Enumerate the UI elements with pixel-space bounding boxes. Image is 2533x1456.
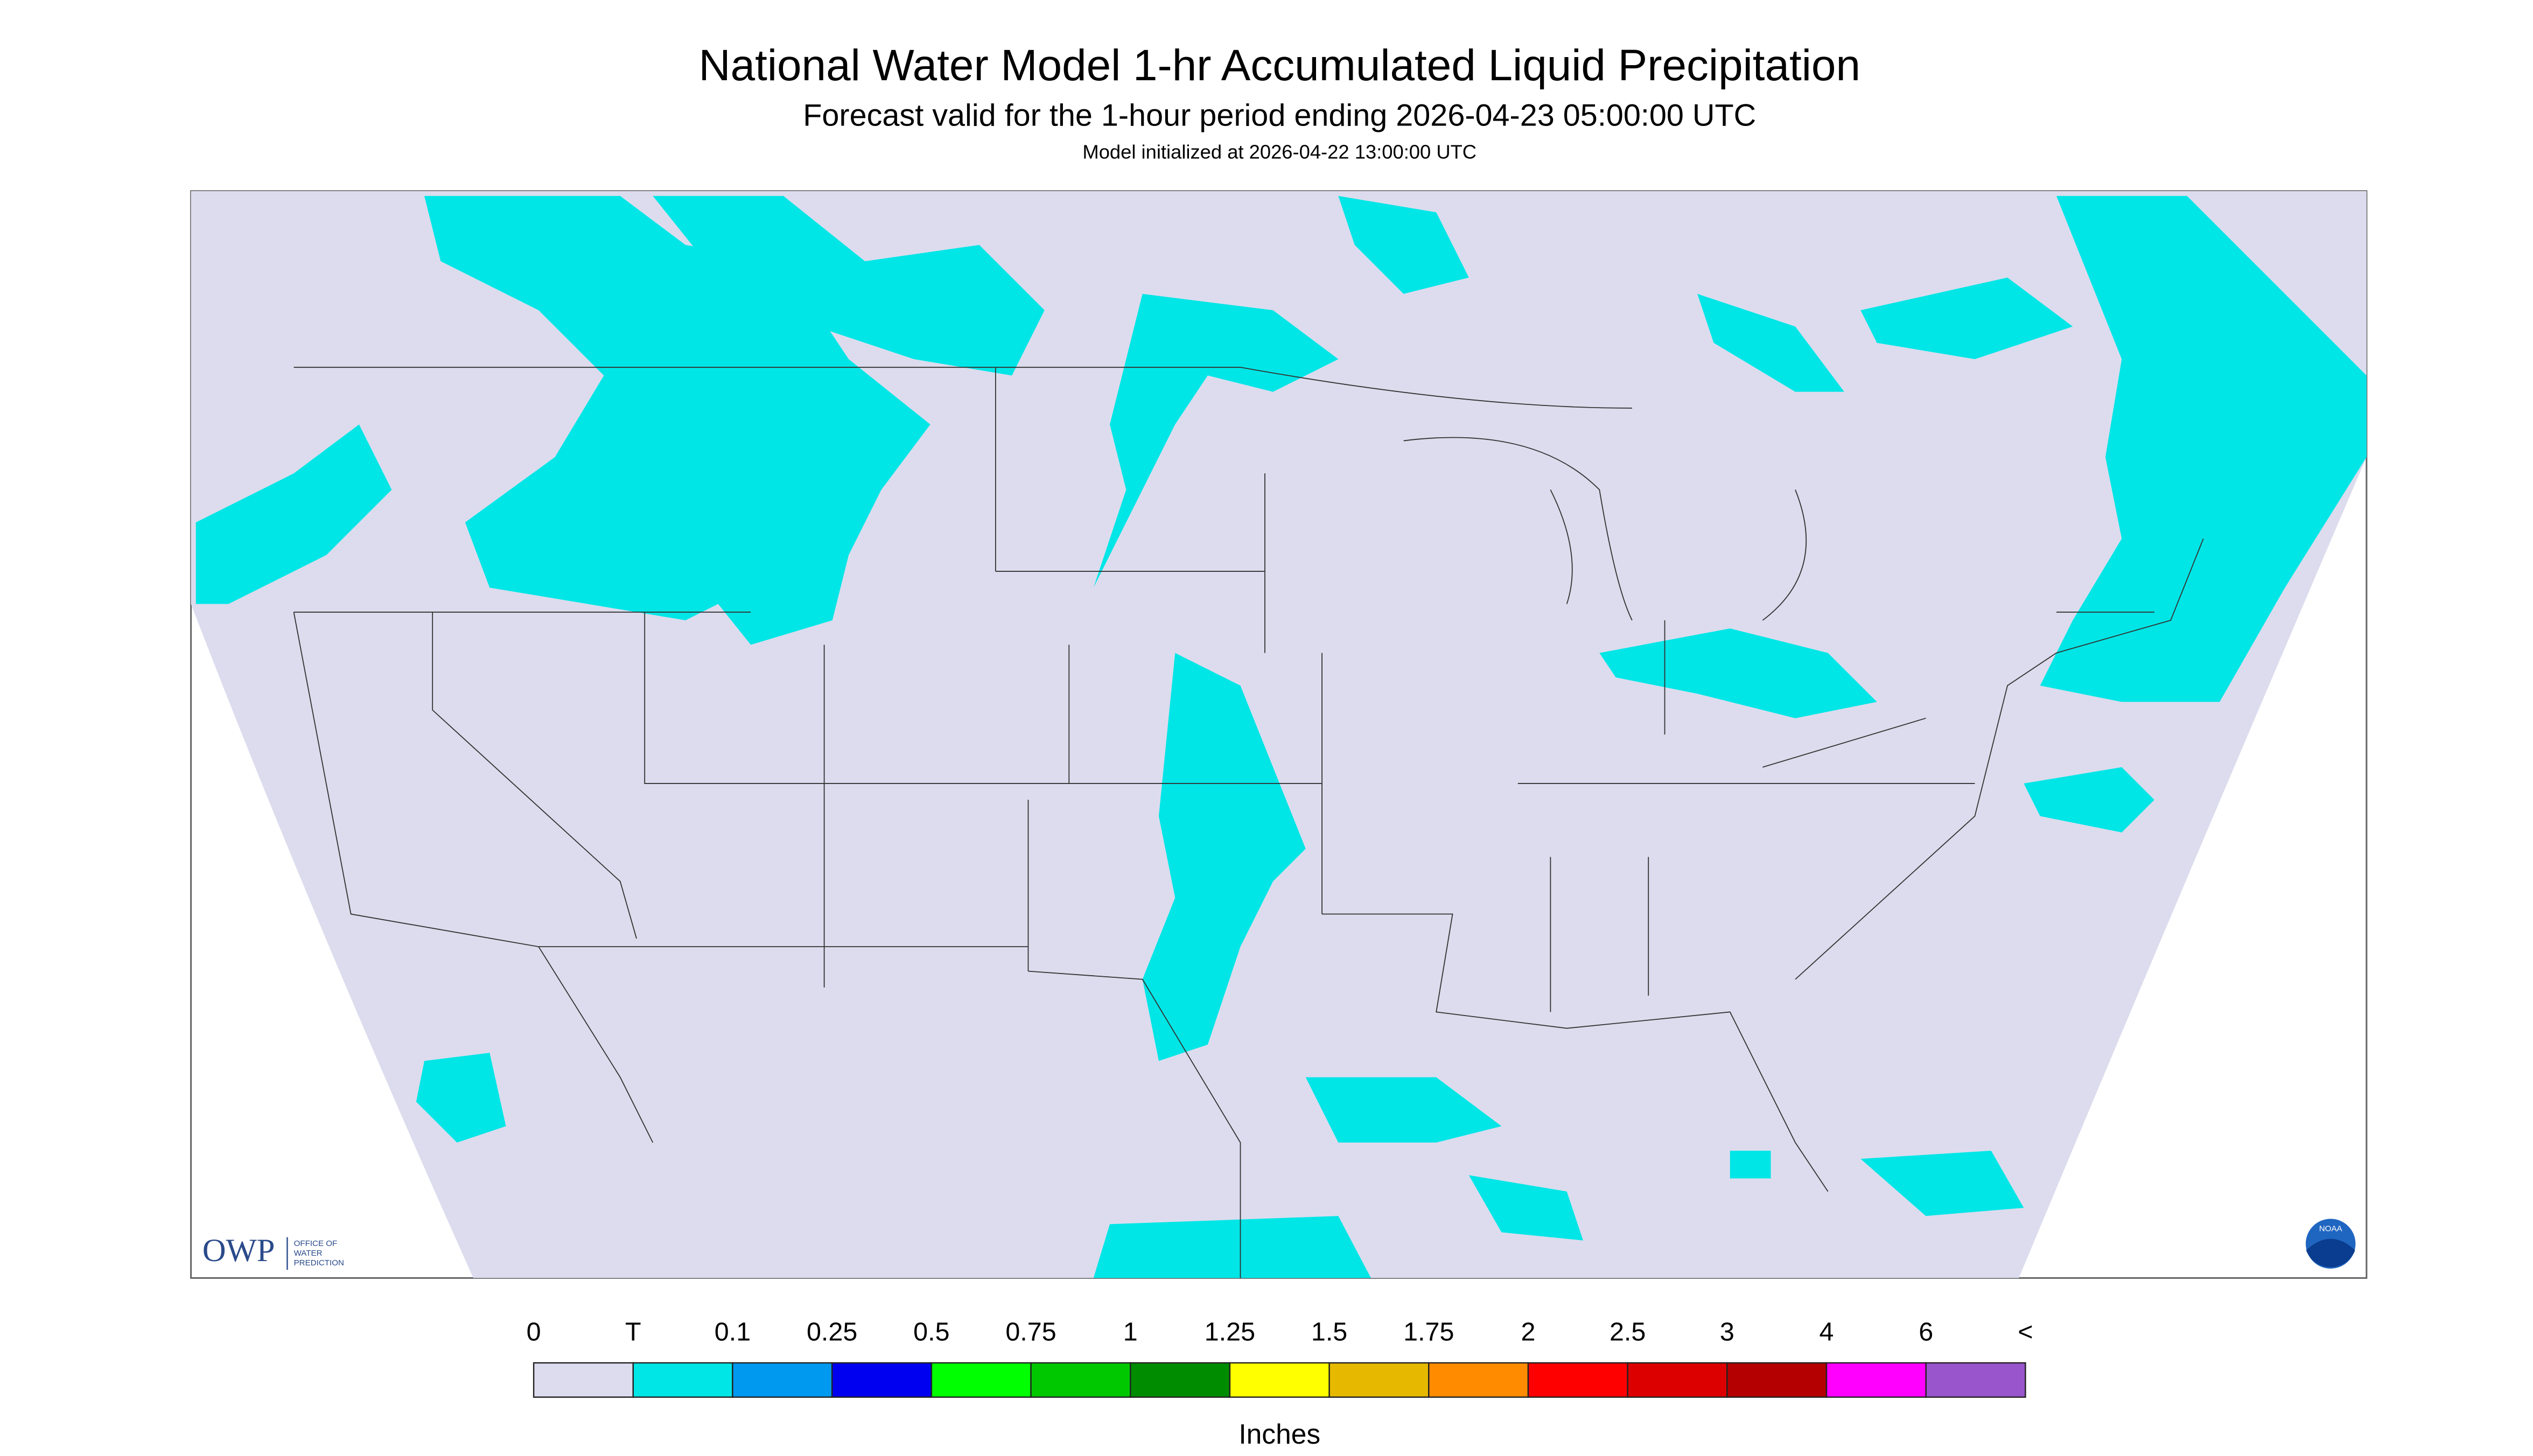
owp-line: PREDICTION <box>294 1258 344 1268</box>
title: National Water Model 1-hr Accumulated Li… <box>699 41 1860 90</box>
legend-swatch <box>930 1362 1032 1398</box>
legend-label: 0.5 <box>913 1317 949 1346</box>
legend-label: 2.5 <box>1610 1317 1646 1346</box>
legend-label: 3 <box>1720 1317 1734 1346</box>
legend-label: 1.5 <box>1311 1317 1347 1346</box>
legend-label: 4 <box>1820 1317 1834 1346</box>
legend-label: 0.1 <box>715 1317 751 1346</box>
legend-swatch <box>1030 1362 1131 1398</box>
legend-unit: Inches <box>1238 1418 1320 1450</box>
legend-label: 6 <box>1919 1317 1933 1346</box>
legend-swatch <box>1328 1362 1430 1398</box>
legend-swatch <box>533 1362 634 1398</box>
legend-label: 1.75 <box>1403 1317 1454 1346</box>
legend-swatch <box>1229 1362 1330 1398</box>
owp-logo: OWP OFFICE OF WATER PREDICTION <box>202 1233 344 1270</box>
owp-line: OFFICE OF <box>294 1239 338 1248</box>
legend-label: T <box>625 1317 641 1346</box>
legend-label: 1.25 <box>1205 1317 1255 1346</box>
owp-line: WATER <box>294 1249 323 1258</box>
legend-swatch <box>1627 1362 1728 1398</box>
legend-label: < <box>2018 1317 2033 1346</box>
owp: OWP <box>202 1233 275 1269</box>
legend-label: 0 <box>527 1317 541 1346</box>
legend-swatch <box>1825 1362 1927 1398</box>
map: OWP OFFICE OF WATER PREDICTION NOAA <box>190 190 2368 1279</box>
legend-swatch <box>1925 1362 2026 1398</box>
legend-swatch <box>1726 1362 1828 1398</box>
legend-swatch <box>1527 1362 1628 1398</box>
legend-label: 0.25 <box>807 1317 857 1346</box>
legend-swatch <box>1130 1362 1231 1398</box>
init-time: Model initialized at 2026-04-22 13:00:00… <box>1082 141 1477 163</box>
legend-swatch <box>732 1362 833 1398</box>
noaa: NOAA <box>2319 1224 2343 1233</box>
legend-label: 0.75 <box>1005 1317 1056 1346</box>
legend-swatch <box>831 1362 933 1398</box>
boundaries <box>293 367 2204 1278</box>
legend-swatch <box>1428 1362 1529 1398</box>
legend-swatch <box>632 1362 733 1398</box>
precip-areas <box>195 195 2367 1278</box>
legend-label: 2 <box>1521 1317 1535 1346</box>
subtitle: Forecast valid for the 1-hour period end… <box>803 99 1756 133</box>
legend: Inches 0 T 0.1 0.25 0.5 0.75 1 1.25 1.5 1.75 2 2.5 3… <box>527 1317 2033 1450</box>
legend-label: 1 <box>1123 1317 1138 1346</box>
noaa-logo: NOAA <box>2303 1216 2358 1271</box>
